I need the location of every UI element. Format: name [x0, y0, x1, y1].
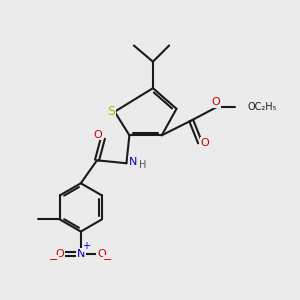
Text: N: N: [129, 157, 137, 167]
Text: +: +: [82, 241, 90, 251]
Text: O: O: [93, 130, 102, 140]
Text: H: H: [139, 160, 146, 170]
Text: O: O: [200, 138, 209, 148]
Text: N: N: [76, 249, 85, 259]
Text: −: −: [103, 255, 112, 265]
Text: S: S: [107, 105, 115, 118]
Text: OC₂H₅: OC₂H₅: [247, 102, 277, 112]
Text: O: O: [56, 249, 64, 259]
Text: O: O: [97, 249, 106, 259]
Text: O: O: [212, 97, 220, 107]
Text: −: −: [49, 255, 58, 265]
